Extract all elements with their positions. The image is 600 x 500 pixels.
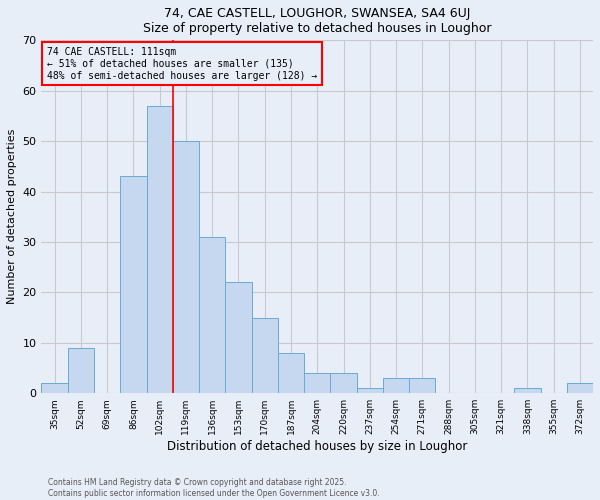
Title: 74, CAE CASTELL, LOUGHOR, SWANSEA, SA4 6UJ
Size of property relative to detached: 74, CAE CASTELL, LOUGHOR, SWANSEA, SA4 6… (143, 7, 491, 35)
Bar (41, 383, 68, 394)
Bar (226, 282, 251, 394)
Bar (567, 383, 593, 394)
Bar (304, 373, 331, 394)
Bar (251, 318, 278, 394)
Bar (514, 388, 541, 394)
Bar (331, 373, 356, 394)
Bar (278, 353, 304, 394)
Bar (68, 348, 94, 394)
Bar (199, 237, 226, 394)
Bar (383, 378, 409, 394)
Bar (409, 378, 436, 394)
Text: 74 CAE CASTELL: 111sqm
← 51% of detached houses are smaller (135)
48% of semi-de: 74 CAE CASTELL: 111sqm ← 51% of detached… (47, 48, 317, 80)
X-axis label: Distribution of detached houses by size in Loughor: Distribution of detached houses by size … (167, 440, 467, 453)
Bar (173, 141, 199, 394)
Text: Contains HM Land Registry data © Crown copyright and database right 2025.
Contai: Contains HM Land Registry data © Crown c… (48, 478, 380, 498)
Bar (120, 176, 146, 394)
Bar (146, 106, 173, 394)
Y-axis label: Number of detached properties: Number of detached properties (7, 129, 17, 304)
Bar (356, 388, 383, 394)
